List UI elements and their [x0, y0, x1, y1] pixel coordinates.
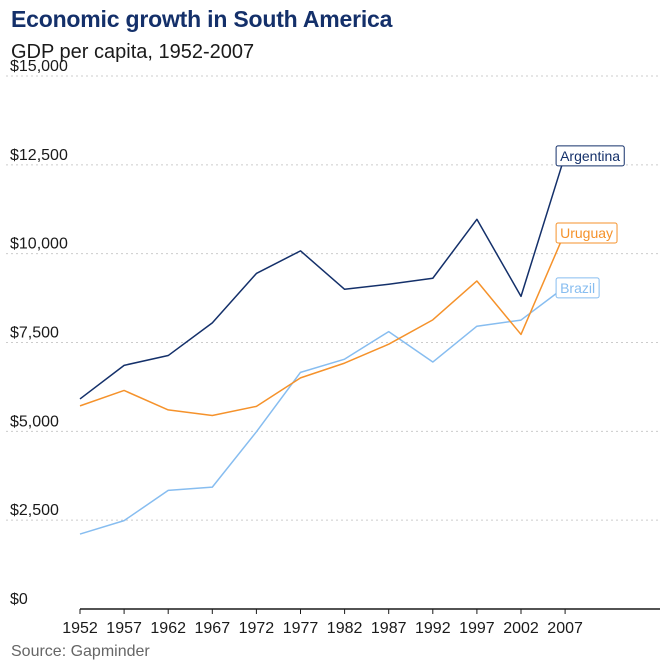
- series-label-box-argentina: [555, 145, 625, 167]
- x-tick-label: 1992: [415, 620, 451, 637]
- x-tick-label: 2002: [503, 620, 539, 637]
- x-tick-label: 1952: [62, 620, 98, 637]
- x-tick-label: 1967: [195, 620, 231, 637]
- y-tick-label: $15,000: [10, 58, 68, 75]
- series-line-brazil: [79, 286, 566, 535]
- x-tick-label: 1977: [283, 620, 319, 637]
- y-tick-label: $7,500: [10, 325, 59, 342]
- source-note: Source: Gapminder: [11, 643, 150, 660]
- x-tick-label: 1987: [371, 620, 407, 637]
- y-tick-label: $0: [10, 591, 28, 608]
- chart-subtitle: GDP per capita, 1952-2007: [11, 41, 255, 63]
- series-line-uruguay: [79, 231, 566, 417]
- x-tick-label: 1997: [459, 620, 495, 637]
- series-line-argentina: [79, 154, 566, 400]
- chart-title: Economic growth in South America: [11, 6, 393, 32]
- x-tick-label: 1962: [150, 620, 186, 637]
- y-tick-label: $12,500: [10, 147, 68, 164]
- line-chart: $0 $2,500 $5,000 $7,500 $10,000 $12,500 $15,00…: [6, 58, 660, 637]
- series-label-box-brazil: [555, 277, 600, 299]
- series-label-argentina: Argentina: [560, 148, 620, 164]
- x-tick-label: 1972: [239, 620, 275, 637]
- series-label-uruguay: Uruguay: [560, 225, 613, 241]
- x-tick-label: 1957: [106, 620, 142, 637]
- y-tick-label: $2,500: [10, 502, 59, 519]
- series-label-box-uruguay: [555, 222, 618, 244]
- y-tick-label: $5,000: [10, 413, 59, 430]
- y-tick-label: $10,000: [10, 236, 68, 253]
- x-tick-label: 1982: [327, 620, 363, 637]
- x-tick-label: 2007: [547, 620, 583, 637]
- series-label-brazil: Brazil: [560, 280, 595, 296]
